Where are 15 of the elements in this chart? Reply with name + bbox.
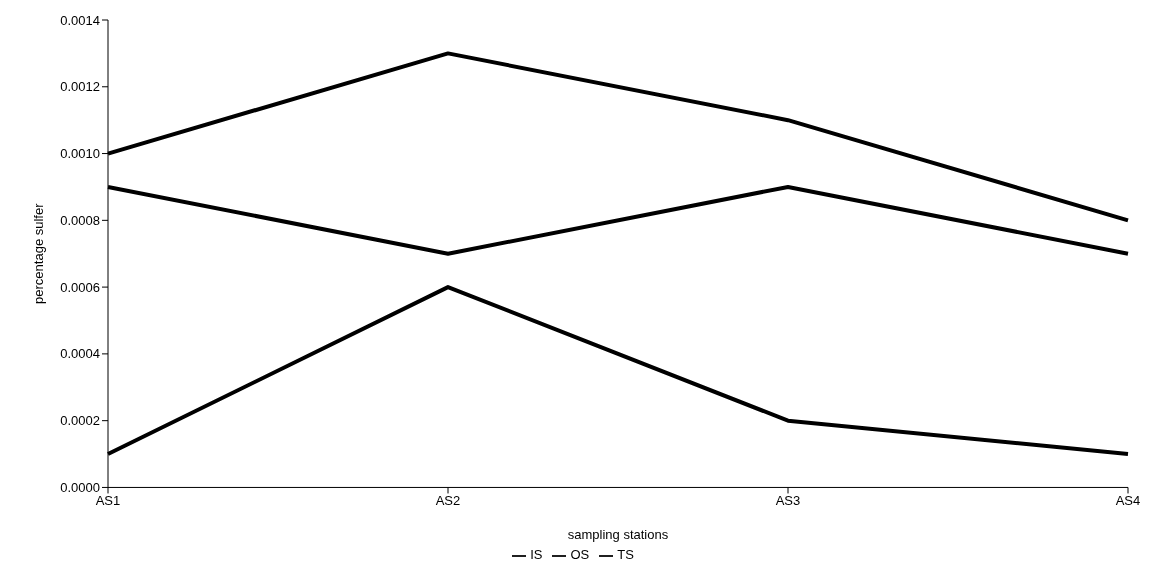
x-tick-label: AS2	[435, 492, 461, 508]
y-axis-title: percentage sulfer	[30, 202, 46, 304]
x-axis-title: sampling stations	[567, 527, 669, 543]
y-tick-label: 0.0008	[60, 212, 100, 228]
y-tick-label: 0.0004	[60, 346, 100, 362]
x-tick-label: AS3	[775, 492, 801, 508]
y-tick-label: 0.0002	[60, 413, 100, 429]
y-tick-label: 0.0006	[60, 279, 100, 295]
x-tick-label: AS4	[1115, 492, 1141, 508]
y-tick-label: 0.0014	[60, 12, 100, 28]
legend-label: IS	[530, 547, 543, 563]
y-tick-label: 0.0012	[60, 79, 100, 95]
legend-label: OS	[570, 547, 590, 563]
y-tick-label: 0.0010	[60, 146, 100, 162]
legend-label: TS	[617, 547, 634, 563]
